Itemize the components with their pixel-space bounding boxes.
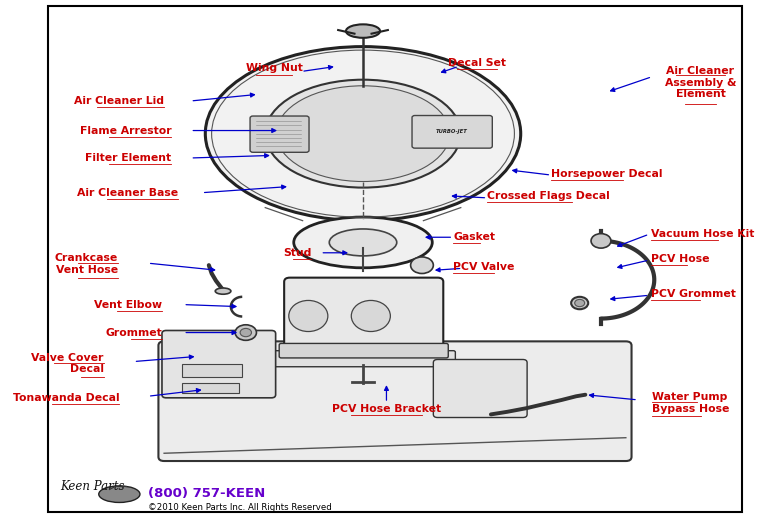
Text: PCV Hose Bracket: PCV Hose Bracket [332,404,441,414]
Text: PCV Valve: PCV Valve [454,262,514,272]
Text: ©2010 Keen Parts Inc. All Rights Reserved: ©2010 Keen Parts Inc. All Rights Reserve… [148,503,332,512]
Text: Valve Cover
Decal: Valve Cover Decal [32,353,104,375]
Ellipse shape [276,86,450,181]
Circle shape [240,328,252,337]
FancyBboxPatch shape [159,341,631,461]
Ellipse shape [99,486,140,502]
Circle shape [591,234,611,248]
FancyBboxPatch shape [284,278,444,357]
FancyBboxPatch shape [280,343,448,358]
Ellipse shape [293,217,432,268]
Text: TURBO-JET: TURBO-JET [436,129,467,134]
FancyBboxPatch shape [412,116,492,148]
Ellipse shape [265,80,460,188]
Circle shape [571,297,588,309]
FancyBboxPatch shape [250,116,309,152]
Ellipse shape [289,300,328,332]
Ellipse shape [206,47,521,221]
Text: PCV Hose: PCV Hose [651,254,709,264]
FancyBboxPatch shape [434,359,527,418]
Text: Air Cleaner
Assembly &
Element: Air Cleaner Assembly & Element [665,66,736,99]
Text: Horsepower Decal: Horsepower Decal [551,168,663,179]
Text: Filter Element: Filter Element [85,153,171,163]
Text: Wing Nut: Wing Nut [246,63,303,74]
Circle shape [235,325,256,340]
Bar [182,364,243,377]
Text: Keen Parts: Keen Parts [60,480,124,494]
Ellipse shape [346,24,380,38]
Ellipse shape [351,300,390,332]
Text: Vacuum Hose Kit: Vacuum Hose Kit [651,229,754,239]
Circle shape [410,257,434,274]
Circle shape [574,299,584,307]
Text: Stud: Stud [283,248,311,258]
Ellipse shape [330,229,397,256]
Text: Vent Elbow: Vent Elbow [94,299,162,310]
Text: Crankcase
Vent Hose: Crankcase Vent Hose [55,253,118,275]
Text: Grommet: Grommet [105,327,162,338]
Ellipse shape [216,288,231,294]
Text: Flame Arrestor: Flame Arrestor [79,125,171,136]
Text: Crossed Flags Decal: Crossed Flags Decal [487,191,610,201]
Bar [182,383,239,393]
Text: Decal Set: Decal Set [447,58,506,68]
Text: Air Cleaner Lid: Air Cleaner Lid [74,96,164,106]
Text: (800) 757-KEEN: (800) 757-KEEN [148,486,265,500]
Text: Gasket: Gasket [454,232,495,242]
Text: PCV Grommet: PCV Grommet [651,289,735,299]
FancyBboxPatch shape [272,351,455,367]
Text: Tonawanda Decal: Tonawanda Decal [13,393,119,403]
Text: Water Pump
Bypass Hose: Water Pump Bypass Hose [652,392,729,414]
FancyBboxPatch shape [162,330,276,398]
Text: Air Cleaner Base: Air Cleaner Base [77,188,179,198]
